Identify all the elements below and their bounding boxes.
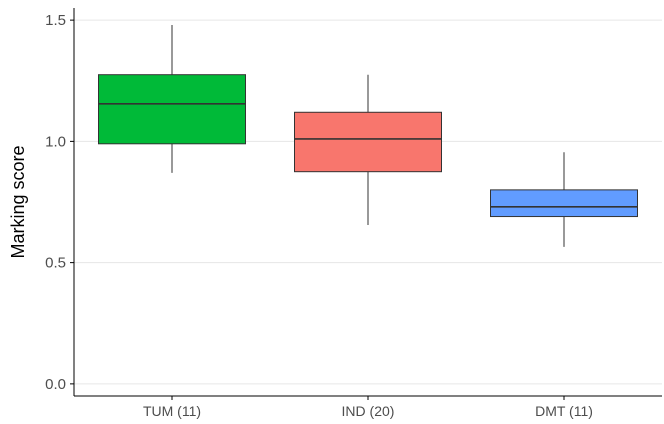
box-2 [490, 152, 638, 247]
x-axis-ticks: TUM (11) IND (20) DMT (11) [143, 396, 593, 419]
y-tick-label: 0.0 [45, 376, 66, 393]
x-tick-label: IND (20) [342, 403, 395, 419]
y-tick-label: 1.5 [45, 12, 66, 29]
x-tick-label: TUM (11) [143, 403, 201, 419]
box-0 [98, 24, 246, 173]
y-tick-label: 1.0 [45, 133, 66, 150]
box-iqr [98, 74, 246, 145]
y-tick-label: 0.5 [45, 255, 66, 272]
y-axis-ticks: 0.0 0.5 1.0 1.5 [45, 12, 74, 393]
y-axis-label: Marking score [8, 145, 28, 258]
box-iqr [490, 189, 638, 218]
box-iqr [294, 111, 442, 173]
box-1 [294, 74, 442, 226]
x-tick-label: DMT (11) [535, 403, 593, 419]
boxes [98, 24, 638, 247]
